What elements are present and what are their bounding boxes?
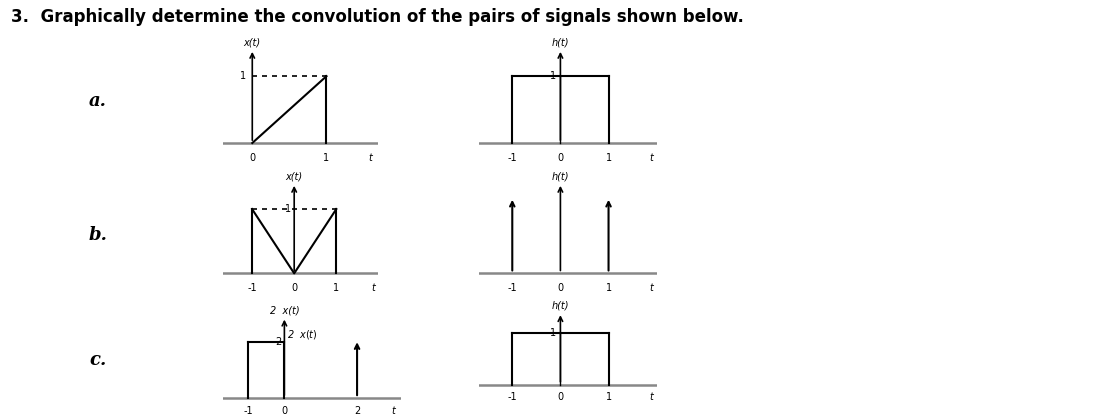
Text: t: t	[392, 406, 395, 416]
Text: 1: 1	[605, 153, 612, 163]
Text: 2  x(t): 2 x(t)	[269, 305, 299, 315]
Text: 0: 0	[292, 283, 297, 292]
Text: x(t): x(t)	[286, 171, 303, 181]
Text: x(t): x(t)	[244, 37, 260, 47]
Text: 2: 2	[275, 337, 282, 347]
Text: c.: c.	[89, 352, 106, 369]
Text: -1: -1	[247, 283, 257, 292]
Text: 0: 0	[249, 153, 255, 163]
Text: 0: 0	[558, 392, 563, 402]
Text: 1: 1	[605, 392, 612, 402]
Text: 1: 1	[240, 71, 246, 81]
Text: -1: -1	[508, 283, 518, 292]
Text: 1: 1	[333, 283, 339, 292]
Text: 2: 2	[354, 406, 361, 416]
Text: t: t	[368, 153, 372, 163]
Text: t: t	[372, 283, 375, 292]
Text: 1: 1	[285, 204, 290, 214]
Text: 0: 0	[558, 283, 563, 292]
Text: 0: 0	[558, 153, 563, 163]
Text: -1: -1	[508, 153, 518, 163]
Text: a.: a.	[89, 92, 107, 109]
Text: 0: 0	[282, 406, 287, 416]
Text: -1: -1	[244, 406, 253, 416]
Text: h(t): h(t)	[552, 301, 569, 311]
Text: t: t	[649, 392, 653, 402]
Text: -1: -1	[508, 392, 518, 402]
Text: 3.  Graphically determine the convolution of the pairs of signals shown below.: 3. Graphically determine the convolution…	[11, 8, 743, 26]
Text: 1: 1	[551, 328, 556, 338]
Text: h(t): h(t)	[552, 171, 569, 181]
Text: b.: b.	[89, 226, 108, 243]
Text: 1: 1	[324, 153, 329, 163]
Text: t: t	[649, 153, 653, 163]
Text: 1: 1	[605, 283, 612, 292]
Text: 1: 1	[551, 71, 556, 81]
Text: 2  $x(t)$: 2 $x(t)$	[287, 328, 318, 341]
Text: t: t	[649, 283, 653, 292]
Text: h(t): h(t)	[552, 37, 569, 47]
